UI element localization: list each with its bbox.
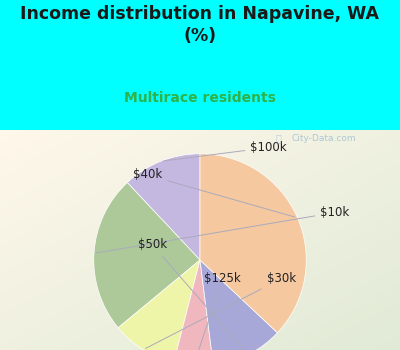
Wedge shape [200, 154, 306, 333]
Text: Income distribution in Napavine, WA
(%): Income distribution in Napavine, WA (%) [20, 5, 380, 46]
Wedge shape [174, 260, 213, 350]
Text: ⓘ: ⓘ [275, 133, 281, 143]
Text: City-Data.com: City-Data.com [291, 134, 356, 143]
Text: Multirace residents: Multirace residents [124, 91, 276, 105]
Text: $10k: $10k [97, 206, 350, 253]
Text: $100k: $100k [164, 141, 287, 161]
Text: $125k: $125k [194, 272, 241, 350]
Wedge shape [127, 154, 200, 260]
Text: $40k: $40k [133, 168, 295, 217]
Text: $30k: $30k [146, 272, 296, 349]
Wedge shape [200, 260, 278, 350]
Text: $50k: $50k [138, 238, 246, 350]
Wedge shape [94, 183, 200, 328]
Wedge shape [118, 260, 200, 350]
